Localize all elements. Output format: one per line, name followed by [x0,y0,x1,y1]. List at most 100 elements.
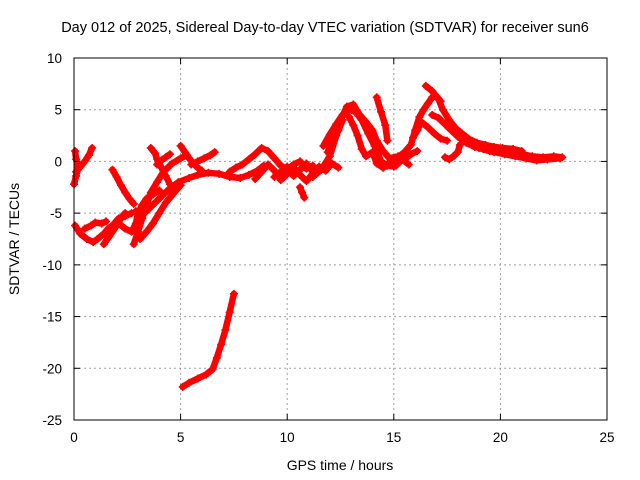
data-point-marker [121,188,130,197]
data-point-marker [202,370,211,379]
data-point-marker [428,110,437,119]
y-tick-label: 5 [54,103,62,118]
data-point-marker [72,155,81,164]
data-point-marker [276,176,285,185]
data-point-marker [251,150,260,159]
series-trace [130,151,191,248]
data-point-marker [178,382,187,391]
data-point-marker [327,138,336,147]
data-point-marker [295,157,304,166]
data-point-marker [221,326,230,335]
data-point-marker [204,168,213,177]
series-arc-24 [372,93,392,145]
data-point-marker [257,167,266,176]
data-point-marker [200,154,209,163]
series-arc-19 [295,183,309,202]
data-point-marker [413,147,422,156]
data-point-marker [217,340,226,349]
data-point-marker [153,160,162,169]
data-point-marker [176,141,185,150]
data-point-marker [187,160,196,169]
data-point-marker [170,188,179,197]
data-point-marker [539,153,548,162]
y-tick-label: -15 [42,310,62,325]
data-point-marker [168,159,177,168]
data-point-marker [434,113,443,122]
data-point-marker [302,159,311,168]
data-point-marker [155,186,164,195]
data-point-marker [325,130,334,139]
data-point-marker [229,289,238,298]
data-point-marker [364,129,373,138]
data-point-marker [264,147,273,156]
data-point-marker [379,147,388,156]
x-tick-label: 15 [386,430,401,445]
data-point-marker [289,171,298,180]
y-tick-label: -10 [42,258,62,273]
data-point-marker [148,219,157,228]
data-point-marker [349,121,358,130]
data-point-marker [251,175,260,184]
series-arc-23 [345,112,413,172]
data-point-marker [146,143,155,152]
data-point-marker [283,162,292,171]
data-point-marker [404,160,413,169]
data-point-marker [436,134,445,143]
data-point-marker [225,308,234,317]
data-point-marker [445,116,454,125]
data-point-marker [434,95,443,104]
data-point-marker [151,149,160,158]
y-tick-label: 10 [47,51,62,66]
data-point-marker [345,112,354,121]
data-point-marker [180,148,189,157]
data-point-marker [381,121,390,130]
data-point-marker [185,154,194,163]
data-series [70,81,567,391]
data-point-marker [136,235,145,243]
data-point-marker [428,87,437,96]
data-point-marker [257,143,266,152]
data-point-marker [453,148,462,157]
data-point-marker [99,240,108,249]
data-point-marker [76,229,85,238]
series-arc-29 [440,140,464,164]
data-point-marker [387,159,396,168]
data-point-marker [89,238,98,247]
data-point-marker [423,99,432,108]
y-axis-label: SDTVAR / TECUs [6,183,22,295]
data-point-marker [449,152,458,161]
data-point-marker [153,178,162,187]
data-point-marker [232,163,241,172]
data-point-marker [71,147,80,156]
data-point-marker [125,194,134,203]
data-point-marker [161,198,170,207]
data-point-marker [176,154,185,163]
data-point-marker [507,149,516,158]
data-point-marker [338,116,347,125]
series-trace [373,94,391,144]
data-point-marker [140,209,149,218]
series-trace [324,116,346,156]
data-point-marker [197,166,206,175]
data-point-marker [334,163,343,172]
data-point-marker [349,100,358,109]
series-arc-30 [475,143,567,162]
data-point-marker [372,93,381,102]
data-point-marker [116,214,125,223]
data-point-marker [368,148,377,157]
axis-ticks: 0 5 10 15 20 25 -25 -20 -15 -10 -5 0 5 10 [42,51,614,445]
data-point-marker [264,160,273,169]
data-point-marker [99,229,108,238]
data-point-marker [475,143,484,152]
data-point-marker [88,143,97,152]
series-arc-10 [136,181,185,243]
series-arc-15 [178,289,238,391]
data-point-marker [146,188,155,197]
y-tick-label: -5 [50,206,62,221]
data-point-marker [295,183,304,192]
data-point-marker [447,126,456,135]
data-point-marker [415,112,424,121]
series-arc-8 [129,151,191,249]
data-point-marker [157,163,166,172]
y-tick-label: -25 [42,413,62,428]
